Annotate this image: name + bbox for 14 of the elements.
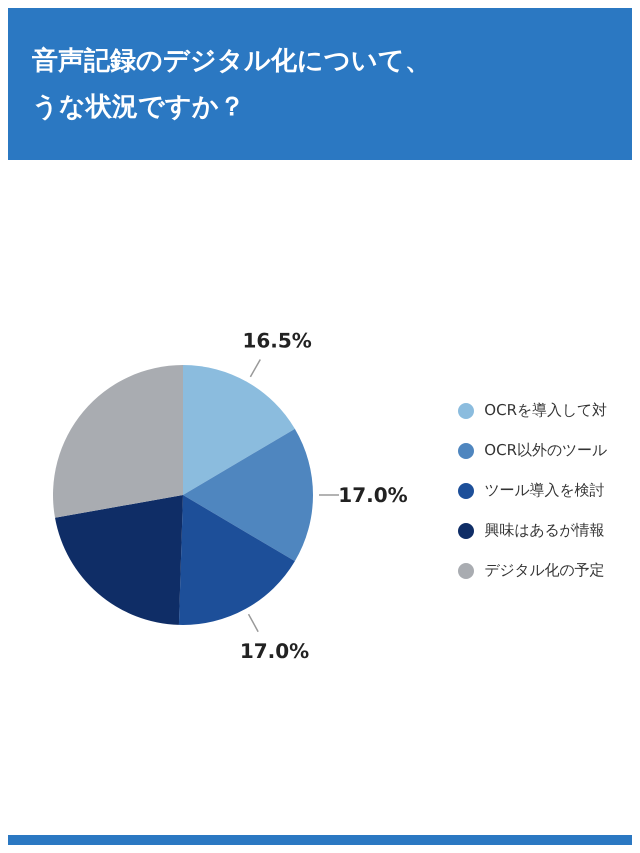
data-label: 17.0%	[338, 483, 408, 507]
chart-title: 音声記録のデジタル化について、うな状況ですか？	[32, 45, 432, 124]
pie-slice	[178, 495, 295, 625]
legend-label: ツール導入を検討	[484, 481, 604, 499]
legend-label: 興味はあるが情報	[484, 521, 604, 539]
pie-slice	[183, 428, 313, 562]
legend-label: OCRを導入して対	[484, 401, 607, 419]
pie-slice	[183, 365, 295, 495]
data-label: 17.0%	[240, 638, 310, 663]
pie-slice	[55, 495, 183, 625]
legend-label: OCR以外のツール	[484, 441, 607, 459]
data-label: 16.5%	[242, 328, 312, 352]
pie-slice	[53, 365, 183, 518]
legend-label: デジタル化の予定	[484, 561, 604, 579]
